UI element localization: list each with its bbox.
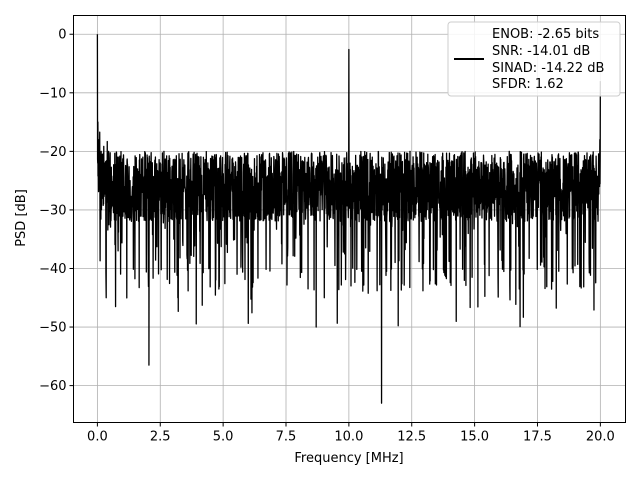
psd-series-line	[96, 34, 601, 404]
legend-entry-snr: SNR: -14.01 dB	[492, 44, 590, 59]
legend-entry-enob: ENOB: -2.65 bits	[492, 27, 599, 42]
x-tick-label: 15.0	[460, 430, 489, 445]
data-layer	[96, 34, 601, 404]
x-tick-label: 17.5	[523, 430, 552, 445]
x-axis: 0.0 2.5 5.0 7.5 10.0 12.5 15.0 17.5 20.0	[87, 422, 615, 445]
legend-entry-sfdr: SFDR: 1.62	[492, 77, 564, 92]
y-tick-label: −30	[39, 203, 66, 218]
plot-frame	[73, 15, 626, 423]
x-tick-label: 7.5	[276, 430, 297, 445]
y-tick-label: −50	[39, 321, 66, 336]
y-tick-label: −40	[39, 262, 66, 277]
y-tick-label: −20	[39, 145, 66, 160]
x-tick-label: 0.0	[87, 430, 108, 445]
legend: ENOB: -2.65 bits SNR: -14.01 dB SINAD: -…	[447, 21, 621, 97]
x-tick-label: 20.0	[586, 430, 615, 445]
y-axis-label: PSD [dB]	[14, 189, 29, 247]
y-tick-label: −60	[39, 379, 66, 394]
legend-entry-sinad: SINAD: -14.22 dB	[492, 61, 604, 76]
x-tick-label: 10.0	[334, 430, 363, 445]
x-tick-label: 2.5	[150, 430, 171, 445]
y-axis: 0 −10 −20 −30 −40 −50 −60	[39, 28, 74, 394]
x-tick-label: 12.5	[397, 430, 426, 445]
y-tick-label: 0	[58, 28, 66, 43]
legend-box	[447, 21, 621, 97]
y-tick-label: −10	[39, 86, 66, 101]
x-tick-label: 5.0	[213, 430, 234, 445]
x-axis-label: Frequency [MHz]	[294, 451, 403, 466]
